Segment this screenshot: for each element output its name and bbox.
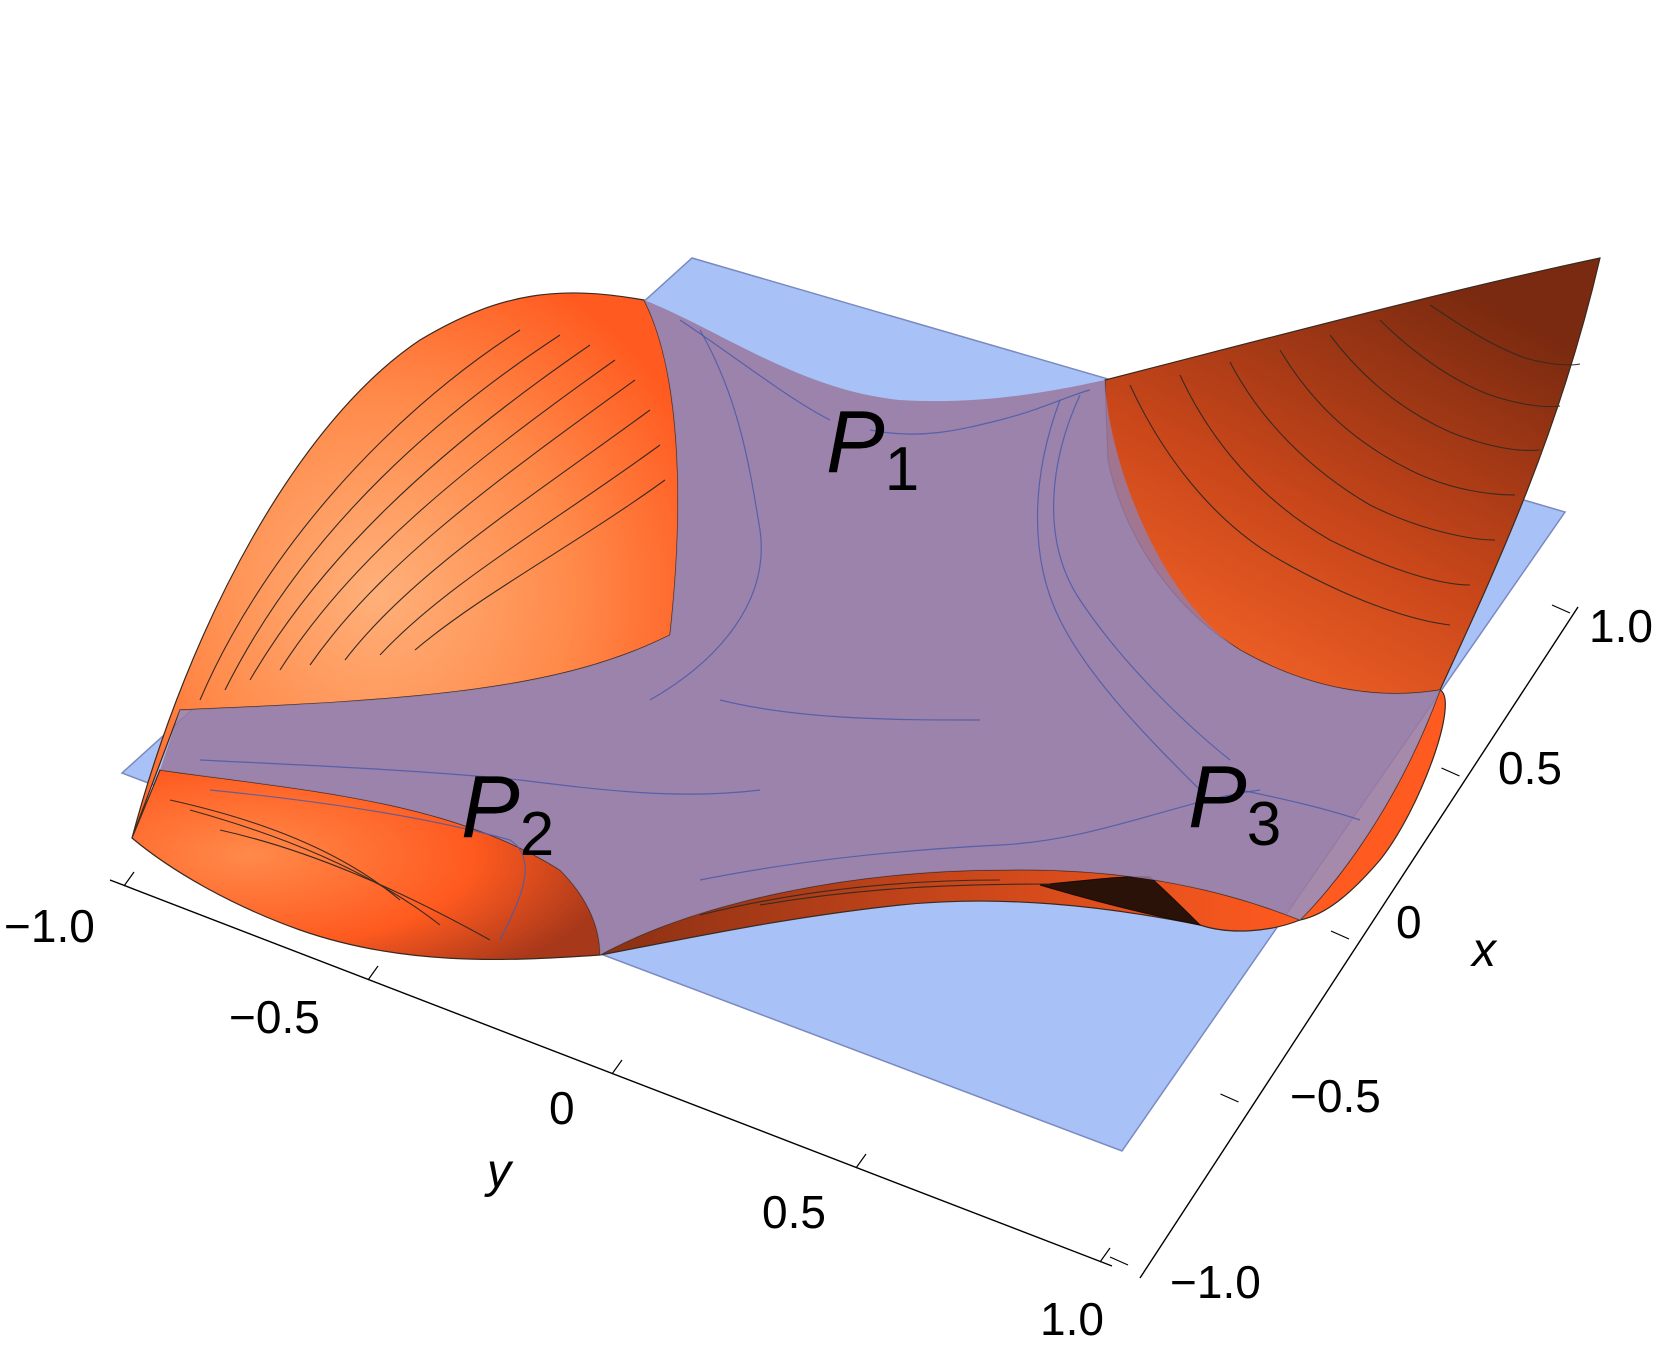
x-axis-tick [1551,604,1571,614]
y-tick-label: −0.5 [229,991,320,1043]
plane-contours [199,319,1361,941]
y-tick-label: −1.0 [4,900,95,952]
x-tick-label: 0 [1396,896,1422,948]
x-tick-label: 1.0 [1589,600,1653,652]
y-axis-line [109,879,1113,1267]
axes [109,606,1579,1279]
x-axis-tick [1220,1093,1239,1103]
y-tick-label: 0.5 [762,1186,826,1238]
y-axis-tick [123,871,135,887]
plane-overlay [160,300,1440,955]
surface [131,257,1601,961]
y-axis-label: y [484,1145,514,1198]
y-axis-tick [1099,1247,1111,1263]
x-axis-tick [1330,930,1350,940]
x-axis-line [1139,606,1579,1279]
surface-fold [1039,876,1202,926]
x-axis-tick [1109,1256,1129,1266]
y-axis-ticks [123,871,1111,1263]
y-tick-label: 1.0 [1040,1293,1104,1345]
x-tick-label: −1.0 [1170,1256,1261,1308]
point-label-p3: P3 [1188,747,1281,859]
y-axis-tick [611,1059,623,1075]
x-axis-label: x [1470,924,1498,977]
x-axis-tick [1441,767,1460,777]
x-tick-label: 0.5 [1498,742,1562,794]
point-label-p1: P1 [826,392,919,504]
surface-contours [169,304,1581,941]
y-axis-tick [855,1153,867,1169]
x-axis-ticks [1109,604,1571,1266]
x-tick-label: −0.5 [1290,1070,1381,1122]
point-label-p2: P2 [461,757,554,869]
y-tick-label: 0 [549,1082,575,1134]
y-axis-tick [367,965,379,981]
